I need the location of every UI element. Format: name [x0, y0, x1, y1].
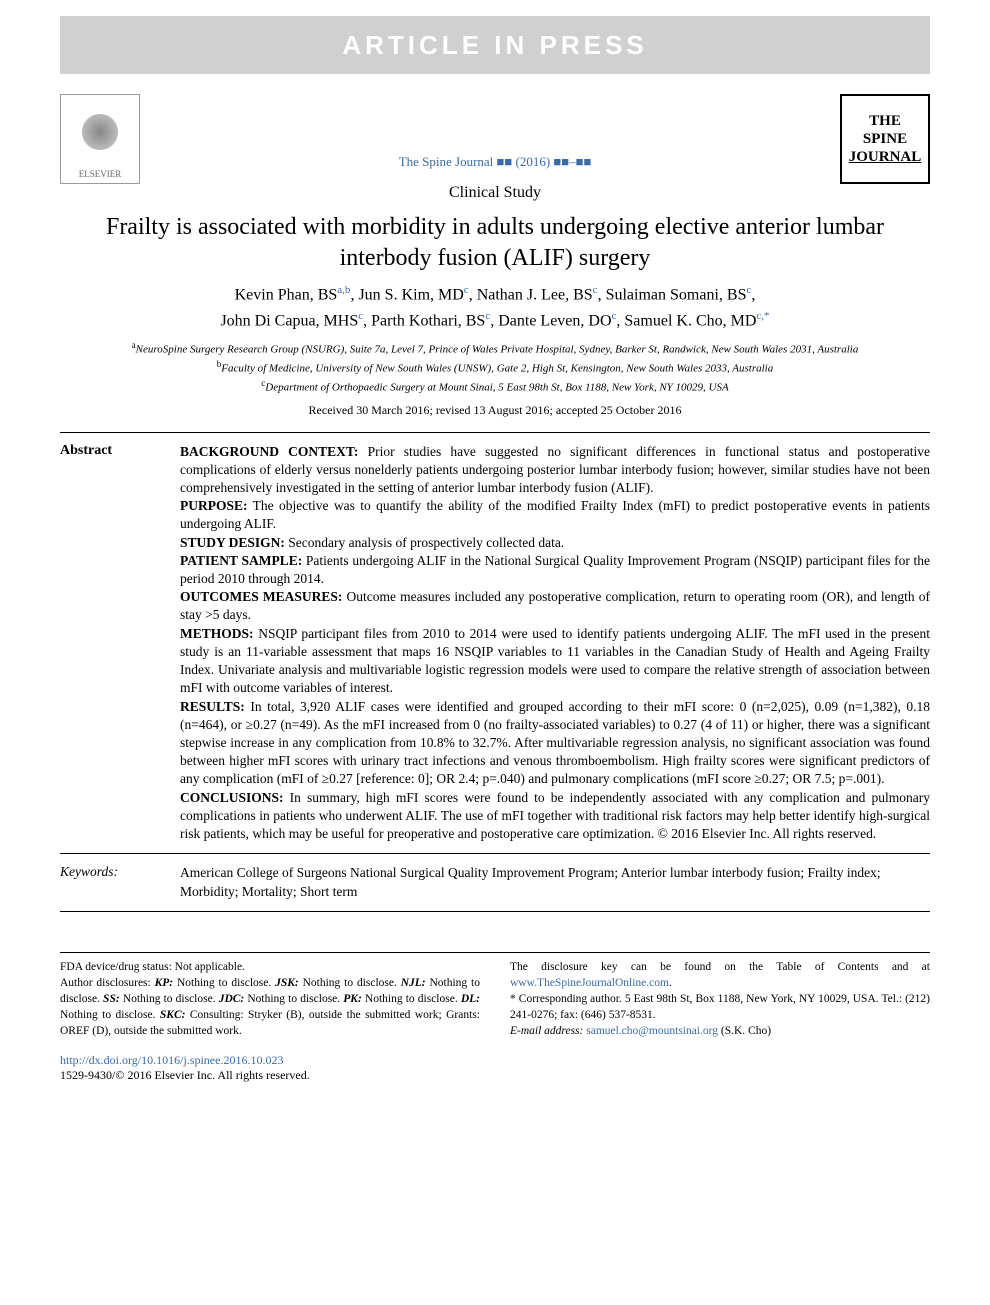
author-7: , Dante Leven, DO: [490, 312, 611, 329]
keywords-text: American College of Surgeons National Su…: [180, 864, 930, 900]
corresponding-author: * Corresponding author. 5 East 98th St, …: [510, 991, 930, 1023]
abstract-section: CONCLUSIONS: In summary, high mFI scores…: [180, 789, 930, 844]
author-5: John Di Capua, MHS: [220, 312, 358, 329]
author-disclosures: Author disclosures: KP: Nothing to discl…: [60, 975, 480, 1039]
abstract-section: METHODS: NSQIP participant files from 20…: [180, 625, 930, 698]
logo-line-2: SPINE: [863, 130, 907, 148]
article-dates: Received 30 March 2016; revised 13 Augus…: [0, 403, 990, 418]
abstract-section-head: CONCLUSIONS:: [180, 790, 284, 805]
abstract-section: PURPOSE: The objective was to quantify t…: [180, 497, 930, 533]
abstract-section-head: PATIENT SAMPLE:: [180, 553, 302, 568]
abstract-body: BACKGROUND CONTEXT: Prior studies have s…: [180, 443, 930, 844]
affiliation-c: cDepartment of Orthopaedic Surgery at Mo…: [60, 377, 930, 396]
abstract-section: RESULTS: In total, 3,920 ALIF cases were…: [180, 698, 930, 789]
disclosures-lead: Author disclosures:: [60, 977, 155, 989]
abstract-section-text: Secondary analysis of prospectively coll…: [285, 535, 564, 550]
aff-c-text: Department of Orthopaedic Surgery at Mou…: [265, 382, 728, 394]
logo-line-1: THE: [869, 112, 901, 130]
email-suffix: (S.K. Cho): [718, 1025, 771, 1037]
logo-line-3: JOURNAL: [849, 148, 922, 166]
author-8-aff[interactable]: c,: [756, 310, 764, 322]
email-link[interactable]: samuel.cho@mountsinai.org: [586, 1025, 718, 1037]
author-1-aff[interactable]: a,b: [337, 284, 350, 296]
email-label: E-mail address:: [510, 1025, 586, 1037]
abstract-section-text: In total, 3,920 ALIF cases were identifi…: [180, 699, 930, 787]
author-4: , Sulaiman Somani, BS: [598, 287, 747, 304]
period: .: [669, 977, 672, 989]
disclosure-key-text: The disclosure key can be found on the T…: [510, 961, 930, 973]
fda-status: FDA device/drug status: Not applicable.: [60, 959, 480, 975]
aff-a-text: NeuroSpine Surgery Research Group (NSURG…: [136, 344, 859, 356]
affiliation-b: bFaculty of Medicine, University of New …: [60, 358, 930, 377]
author-2: , Jun S. Kim, MD: [350, 287, 463, 304]
doi-link[interactable]: http://dx.doi.org/10.1016/j.spinee.2016.…: [60, 1053, 283, 1067]
email-line: E-mail address: samuel.cho@mountsinai.or…: [510, 1023, 930, 1039]
comma: ,: [751, 287, 755, 304]
abstract-label: Abstract: [60, 443, 180, 844]
abstract-section-text: NSQIP participant files from 2010 to 201…: [180, 626, 930, 696]
elsevier-logo: ELSEVIER: [60, 94, 140, 184]
abstract-section-head: RESULTS:: [180, 699, 245, 714]
abstract-section-head: BACKGROUND CONTEXT:: [180, 444, 358, 459]
footer-left: FDA device/drug status: Not applicable. …: [60, 959, 480, 1039]
article-in-press-banner: ARTICLE IN PRESS: [60, 16, 930, 74]
authors: Kevin Phan, BSa,b, Jun S. Kim, MDc, Nath…: [60, 282, 930, 333]
corresponding-star[interactable]: *: [764, 310, 770, 322]
abstract-section: PATIENT SAMPLE: Patients undergoing ALIF…: [180, 552, 930, 588]
abstract-section-text: The objective was to quantify the abilit…: [180, 498, 930, 531]
abstract-section-head: OUTCOMES MEASURES:: [180, 589, 342, 604]
author-8: , Samuel K. Cho, MD: [616, 312, 756, 329]
aff-b-text: Faculty of Medicine, University of New S…: [221, 363, 773, 375]
article-title: Frailty is associated with morbidity in …: [60, 212, 930, 274]
affiliations: aNeuroSpine Surgery Research Group (NSUR…: [60, 339, 930, 396]
author-3: , Nathan J. Lee, BS: [469, 287, 593, 304]
abstract-section: OUTCOMES MEASURES: Outcome measures incl…: [180, 588, 930, 624]
footer: FDA device/drug status: Not applicable. …: [60, 952, 930, 1039]
abstract-block: Abstract BACKGROUND CONTEXT: Prior studi…: [60, 432, 930, 855]
abstract-section-head: PURPOSE:: [180, 498, 248, 513]
abstract-section: STUDY DESIGN: Secondary analysis of pros…: [180, 534, 930, 552]
elsevier-label: ELSEVIER: [79, 169, 122, 179]
abstract-section: BACKGROUND CONTEXT: Prior studies have s…: [180, 443, 930, 498]
abstract-section-head: METHODS:: [180, 626, 254, 641]
elsevier-tree-icon: [70, 110, 130, 165]
footer-right: The disclosure key can be found on the T…: [510, 959, 930, 1039]
spine-journal-logo: THE SPINE JOURNAL: [840, 94, 930, 184]
study-type: Clinical Study: [0, 184, 990, 202]
abstract-section-head: STUDY DESIGN:: [180, 535, 285, 550]
author-6: , Parth Kothari, BS: [363, 312, 485, 329]
header-row: ELSEVIER THE SPINE JOURNAL: [60, 94, 930, 184]
keywords-block: Keywords: American College of Surgeons N…: [60, 854, 930, 911]
abstract-section-text: In summary, high mFI scores were found t…: [180, 790, 930, 841]
banner-text: ARTICLE IN PRESS: [342, 30, 647, 61]
author-1: Kevin Phan, BS: [235, 287, 338, 304]
affiliation-a: aNeuroSpine Surgery Research Group (NSUR…: [60, 339, 930, 358]
doi-block: http://dx.doi.org/10.1016/j.spinee.2016.…: [60, 1053, 930, 1083]
disclosure-key: The disclosure key can be found on the T…: [510, 959, 930, 991]
keywords-label: Keywords:: [60, 864, 180, 900]
disclosure-link[interactable]: www.TheSpineJournalOnline.com: [510, 977, 669, 989]
issn-copyright: 1529-9430/© 2016 Elsevier Inc. All right…: [60, 1068, 930, 1083]
